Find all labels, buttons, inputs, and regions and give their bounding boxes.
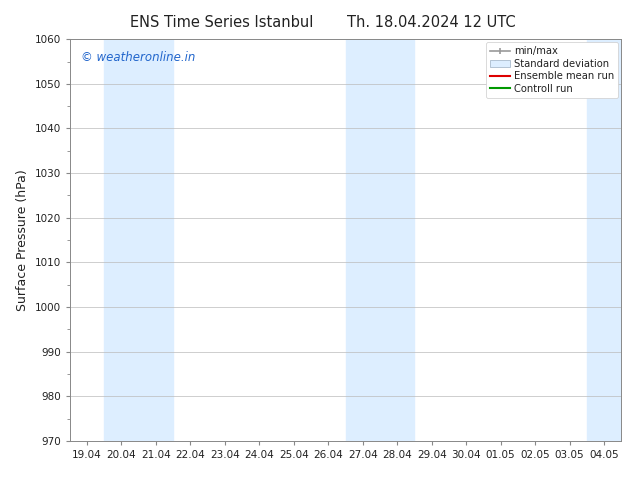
Bar [104,39,173,441]
Text: Th. 18.04.2024 12 UTC: Th. 18.04.2024 12 UTC [347,15,515,30]
Text: © weatheronline.in: © weatheronline.in [81,51,195,64]
Bar [346,39,415,441]
Bar [587,39,621,441]
Legend: min/max, Standard deviation, Ensemble mean run, Controll run: min/max, Standard deviation, Ensemble me… [486,42,618,98]
Y-axis label: Surface Pressure (hPa): Surface Pressure (hPa) [16,169,29,311]
Text: ENS Time Series Istanbul: ENS Time Series Istanbul [130,15,314,30]
